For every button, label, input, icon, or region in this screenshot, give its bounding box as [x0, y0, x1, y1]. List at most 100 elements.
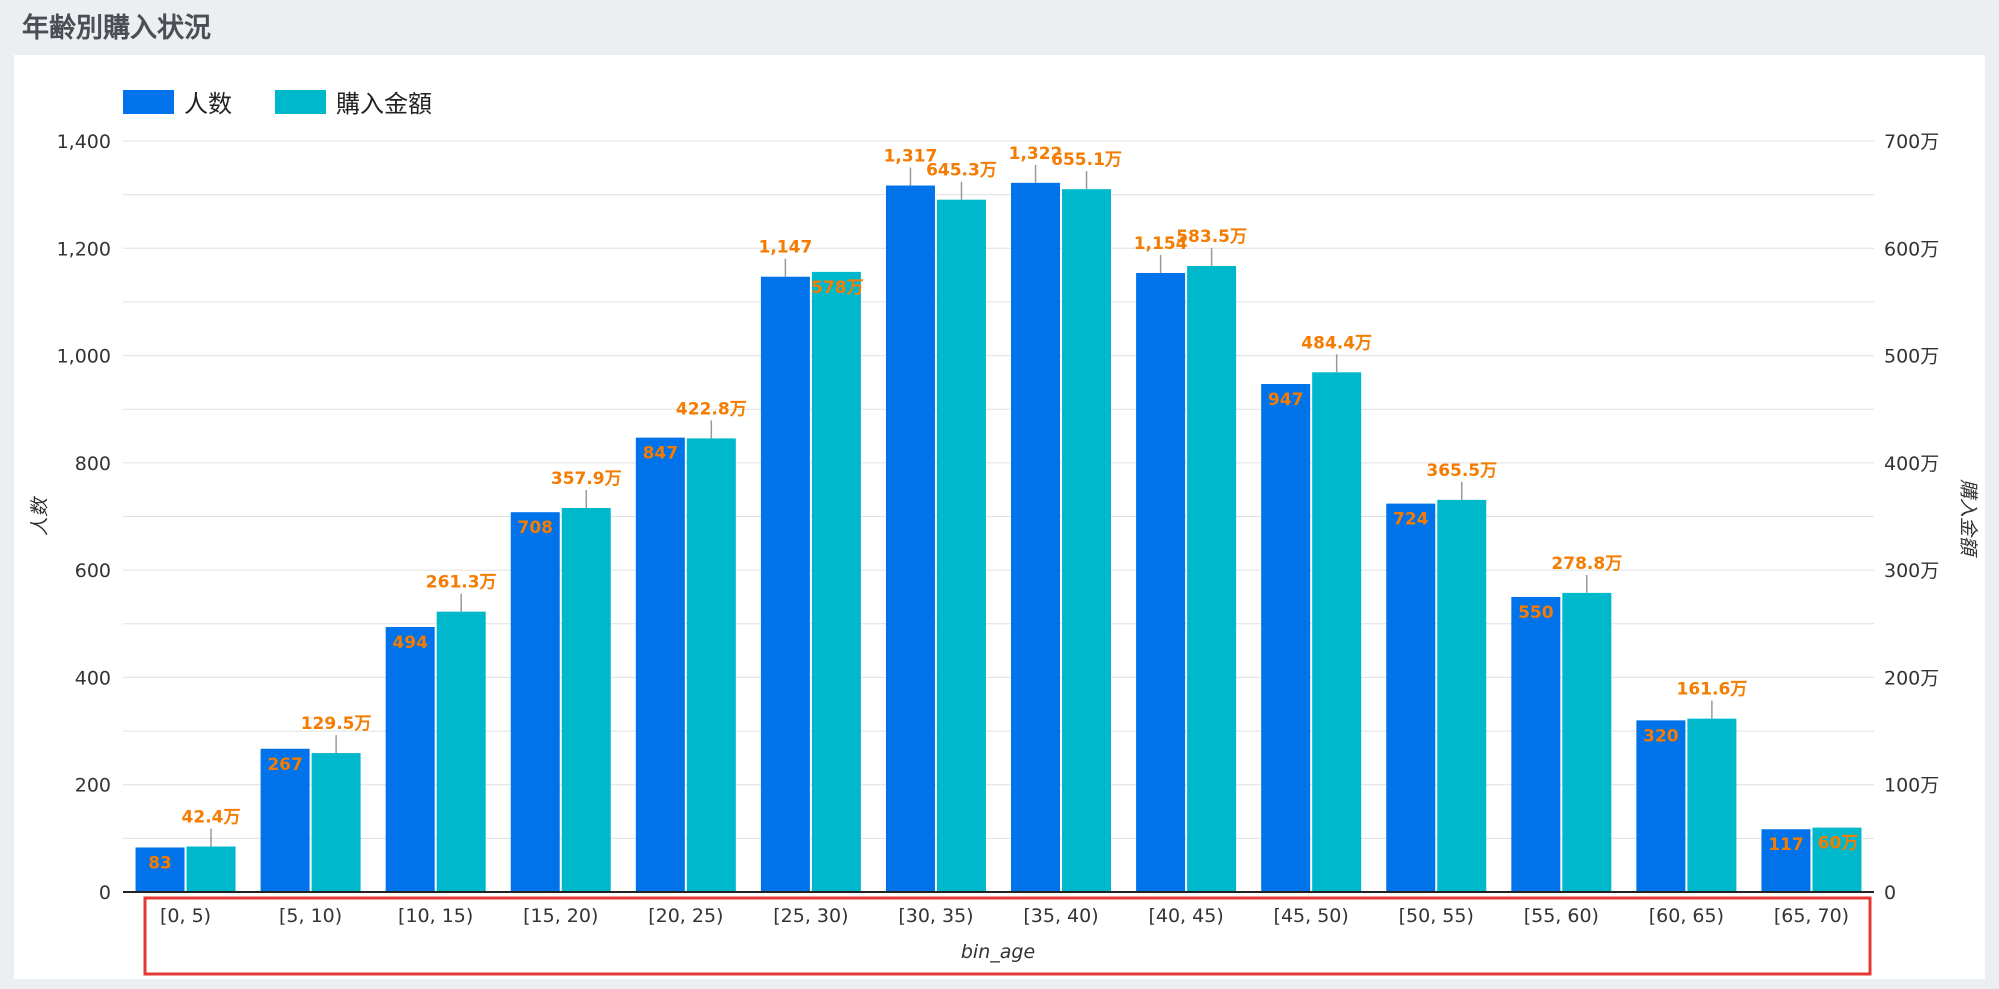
bar-amount[interactable]: [1062, 189, 1112, 893]
bar-count[interactable]: [510, 512, 560, 892]
bar-amount[interactable]: [1437, 499, 1487, 892]
data-label-amount: 42.4万: [182, 808, 241, 828]
bar-count[interactable]: [1011, 182, 1061, 892]
x-tick-label: [55, 60): [1524, 905, 1599, 927]
data-label-count: 1,154: [1134, 234, 1188, 254]
y-tick-label: 800: [75, 453, 111, 475]
bar-amount[interactable]: [1187, 265, 1237, 892]
bar-amount[interactable]: [811, 271, 861, 892]
y-tick-label: 600: [75, 560, 111, 582]
data-label-count: 83: [148, 853, 172, 873]
data-label-amount: 278.8万: [1551, 554, 1622, 574]
data-label-amount: 161.6万: [1677, 680, 1748, 700]
chart-panel: 83 42.4万 267 129.5万 494 261.3万 708 357.9万 847 422…: [14, 55, 1985, 979]
bar-count[interactable]: [885, 185, 935, 893]
data-label-amount: 484.4万: [1301, 333, 1372, 353]
data-label-amount: 655.1万: [1051, 150, 1122, 170]
data-label-amount: 365.5万: [1426, 461, 1497, 481]
data-label-count: 117: [1768, 835, 1804, 855]
x-tick-label: [35, 40): [1023, 905, 1098, 927]
bar-amount[interactable]: [936, 199, 986, 892]
bar-count[interactable]: [260, 748, 310, 892]
legend-label[interactable]: 購入金額: [336, 90, 432, 118]
bar-amount[interactable]: [1562, 592, 1612, 892]
bar-count[interactable]: [1636, 720, 1686, 892]
y-right-tick-label: 200万: [1884, 667, 1939, 689]
data-labels: 83 42.4万 267 129.5万 494 261.3万 708 357.9万 847 422…: [148, 144, 1858, 874]
legend-swatch[interactable]: [275, 90, 326, 114]
bar-count[interactable]: [1511, 596, 1561, 892]
x-axis-highlight-box: [143, 896, 1872, 976]
y-tick-label: 400: [75, 667, 111, 689]
y-right-tick-label: 0: [1884, 882, 1896, 904]
data-label-count: 550: [1518, 603, 1554, 623]
gridlines: [123, 140, 1874, 839]
x-tick-label: [65, 70): [1774, 905, 1849, 927]
bar-count[interactable]: [385, 627, 435, 892]
y-tick-label: 200: [75, 775, 111, 797]
data-label-count: 1,322: [1009, 144, 1063, 164]
y-tick-label: 1,200: [57, 238, 111, 260]
bar-count[interactable]: [635, 437, 685, 892]
y-right-tick-label: 400万: [1884, 453, 1939, 475]
bar-amount[interactable]: [1812, 827, 1862, 892]
bar-amount[interactable]: [186, 846, 236, 892]
y-right-tick-label: 500万: [1884, 346, 1939, 368]
legend-label[interactable]: 人数: [184, 90, 232, 118]
data-label-count: 847: [643, 444, 679, 464]
y-tick-label: 0: [99, 882, 111, 904]
legend-swatch[interactable]: [123, 90, 174, 114]
x-tick-label: [20, 25): [648, 905, 723, 927]
x-tick-label: [40, 45): [1148, 905, 1223, 927]
bar-amount[interactable]: [1687, 718, 1737, 892]
data-label-count: 708: [518, 518, 554, 538]
page-title: 年齢別購入状況: [22, 13, 211, 44]
y-tick-label: 1,000: [57, 346, 111, 368]
bar-amount[interactable]: [1312, 372, 1362, 893]
bar-amount[interactable]: [561, 508, 611, 892]
x-tick-label: [15, 20): [523, 905, 598, 927]
bar-count[interactable]: [1761, 829, 1811, 892]
y-right-tick-label: 600万: [1884, 238, 1939, 260]
bars: [135, 182, 1862, 893]
data-label-amount: 583.5万: [1176, 227, 1247, 247]
x-axis-title: bin_age: [961, 941, 1035, 963]
data-label-count: 947: [1268, 390, 1304, 410]
bar-count[interactable]: [135, 847, 185, 892]
bar-amount[interactable]: [436, 611, 486, 892]
data-label-amount: 357.9万: [551, 469, 622, 489]
y-right-axis-title: 購入金額: [1957, 479, 1979, 558]
data-label-count: 1,147: [759, 238, 813, 258]
x-tick-label: [30, 35): [898, 905, 973, 927]
data-label-count: 1,317: [884, 147, 938, 167]
data-label-amount: 60万: [1818, 834, 1859, 854]
x-tick-label: [0, 5): [160, 905, 211, 927]
bar-count[interactable]: [760, 276, 810, 892]
data-label-amount: 422.8万: [676, 399, 747, 419]
bar-count[interactable]: [1386, 503, 1436, 892]
x-tick-label: [10, 15): [398, 905, 473, 927]
bar-amount[interactable]: [311, 753, 361, 892]
x-tick-label: [50, 55): [1399, 905, 1474, 927]
data-label-count: 494: [392, 633, 428, 653]
y-right-tick-label: 700万: [1884, 131, 1939, 153]
data-label-amount: 578万: [811, 278, 864, 298]
axes: 0 200 400 600 800 1,000 1,200 1,400 0 100万 200万 300…: [29, 131, 1979, 976]
y-axis-title: 人数: [29, 495, 51, 536]
x-tick-label: [60, 65): [1649, 905, 1724, 927]
x-tick-label: [5, 10): [279, 905, 342, 927]
bar-count[interactable]: [1261, 384, 1311, 892]
data-label-amount: 129.5万: [301, 714, 372, 734]
age-purchase-chart: 83 42.4万 267 129.5万 494 261.3万 708 357.9万 847 422…: [29, 90, 1979, 976]
data-label-count: 724: [1393, 510, 1429, 530]
y-right-tick-label: 300万: [1884, 560, 1939, 582]
data-label-amount: 645.3万: [926, 161, 997, 181]
legend[interactable]: 人数 購入金額: [123, 90, 432, 118]
data-label-amount: 261.3万: [426, 573, 497, 593]
bar-count[interactable]: [1136, 272, 1186, 892]
y-tick-label: 1,400: [57, 131, 111, 153]
bar-amount[interactable]: [686, 438, 736, 892]
x-tick-label: [25, 30): [773, 905, 848, 927]
data-label-count: 267: [267, 755, 303, 775]
x-tick-label: [45, 50): [1274, 905, 1349, 927]
